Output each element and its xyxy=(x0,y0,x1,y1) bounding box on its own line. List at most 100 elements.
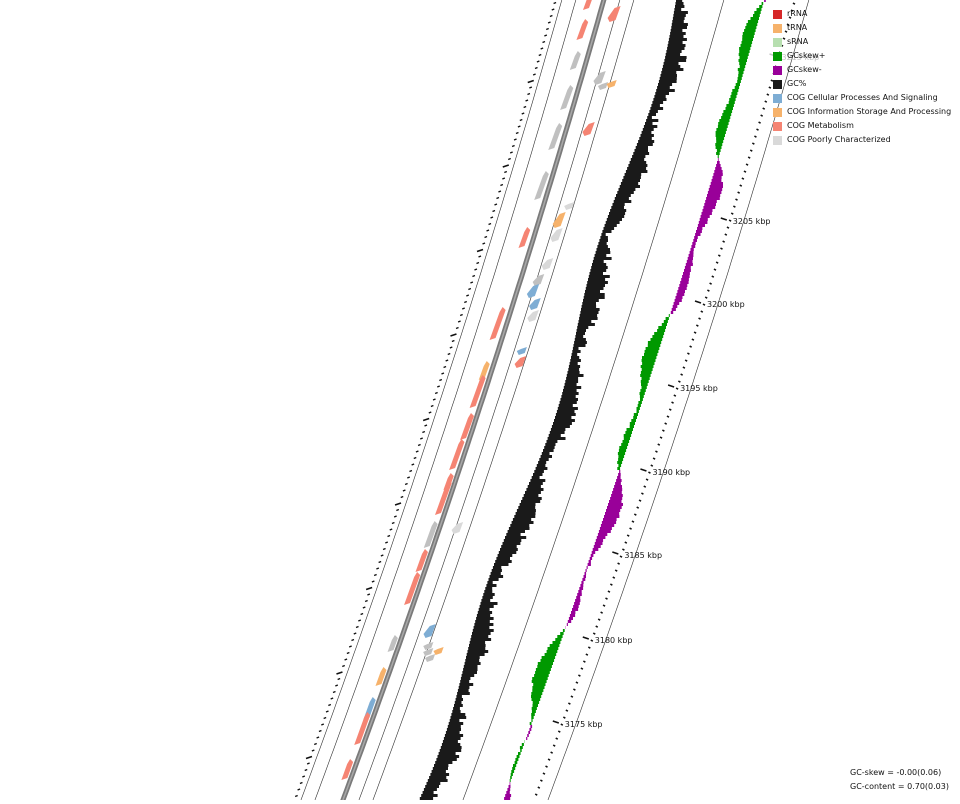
cds-feature xyxy=(489,307,506,340)
axis-major-tick xyxy=(582,636,590,640)
axis-tick xyxy=(762,107,766,110)
outer-tick xyxy=(348,645,352,648)
axis-tick xyxy=(645,478,649,481)
axis-tick xyxy=(567,702,571,705)
axis-tick xyxy=(580,667,584,670)
outer-tick xyxy=(474,268,478,271)
track-guide-line xyxy=(546,0,810,804)
axis-tick xyxy=(534,793,538,796)
cds-feature xyxy=(469,375,486,408)
outer-tick xyxy=(519,118,523,122)
outer-tick xyxy=(461,307,465,310)
axis-tick xyxy=(572,688,576,691)
outer-tick xyxy=(544,34,548,37)
axis-tick xyxy=(640,492,644,495)
track-guide-line xyxy=(313,0,577,804)
outer-tick xyxy=(538,53,542,57)
outer-tick xyxy=(419,437,423,440)
outer-tick xyxy=(482,242,486,245)
axis-tick xyxy=(682,366,686,369)
axis-tick xyxy=(666,415,670,418)
outer-tick xyxy=(525,99,529,102)
outer-tick xyxy=(415,450,419,453)
outer-tick xyxy=(313,742,317,746)
legend-label: rRNA xyxy=(787,9,808,18)
cds-feature xyxy=(582,0,592,10)
axis-tick xyxy=(784,30,788,33)
outer-tick xyxy=(325,710,329,713)
axis-tick xyxy=(659,436,663,439)
axis-tick xyxy=(595,625,599,628)
gc-content-track xyxy=(417,0,688,804)
axis-major-tick xyxy=(612,551,619,555)
outer-tick xyxy=(464,300,468,304)
axis-label: 3195 kbp xyxy=(680,384,718,393)
axis-tick xyxy=(565,709,569,712)
axis-tick xyxy=(643,485,647,488)
axis-tick xyxy=(691,338,695,341)
outer-tick xyxy=(500,183,504,187)
outer-tick xyxy=(311,749,315,752)
outer-tick xyxy=(378,560,382,564)
axis-tick xyxy=(619,555,623,558)
axis-major-tick xyxy=(552,720,560,724)
axis-tick xyxy=(636,506,640,509)
axis-tick xyxy=(760,114,764,117)
axis-tick xyxy=(624,541,628,544)
cds-feature xyxy=(451,522,464,534)
gc-skew-positive xyxy=(509,2,764,782)
axis-tick xyxy=(743,170,747,173)
cds-reverse-track xyxy=(423,6,621,662)
axis-tick xyxy=(782,37,786,40)
cds-feature xyxy=(569,51,581,70)
axis-tick xyxy=(754,135,757,138)
cds-feature xyxy=(375,667,387,686)
axis-tick xyxy=(702,303,706,306)
axis-tick xyxy=(735,198,738,201)
axis-tick xyxy=(749,149,753,152)
axis-tick xyxy=(739,184,743,187)
axis-tick xyxy=(693,331,697,334)
axis-tick xyxy=(722,240,726,243)
outer-tick xyxy=(342,664,346,668)
axis-tick xyxy=(631,520,635,523)
axis-tick xyxy=(713,268,717,271)
axis-tick xyxy=(675,387,679,390)
outer-tick xyxy=(323,716,327,720)
outer-tick xyxy=(404,482,408,486)
outer-tick xyxy=(305,755,313,760)
outer-tick xyxy=(488,222,492,226)
axis-tick xyxy=(704,296,708,299)
axis-tick xyxy=(600,611,604,614)
outer-tick xyxy=(422,430,426,434)
outer-tick xyxy=(549,14,553,18)
axis-tick xyxy=(766,93,770,96)
outer-tick xyxy=(445,359,449,362)
outer-tick xyxy=(484,235,488,239)
outer-tick xyxy=(389,528,393,531)
outer-tick xyxy=(436,385,441,388)
cds-feature xyxy=(425,654,436,662)
cds-feature xyxy=(518,227,531,248)
cds-feature xyxy=(433,647,444,655)
axis-major-tick xyxy=(694,300,702,304)
outer-tick xyxy=(351,638,355,642)
track-guide-line xyxy=(299,0,563,804)
outer-tick xyxy=(496,196,500,200)
axis-tick xyxy=(552,744,556,747)
axis-tick xyxy=(730,212,734,215)
outer-tick xyxy=(371,580,375,583)
axis-tick xyxy=(609,583,613,586)
outer-tick xyxy=(527,79,534,84)
track-guide-lines xyxy=(299,0,810,804)
outer-tick xyxy=(299,781,303,785)
outer-tick xyxy=(527,92,531,96)
outer-tick xyxy=(450,333,457,337)
cds-feature xyxy=(341,759,354,780)
outer-tick xyxy=(376,567,380,570)
legend-swatch xyxy=(773,52,782,61)
axis-tick xyxy=(587,646,591,649)
axis-tick xyxy=(614,569,618,572)
outer-tick xyxy=(402,489,406,492)
axis-tick xyxy=(711,275,715,278)
